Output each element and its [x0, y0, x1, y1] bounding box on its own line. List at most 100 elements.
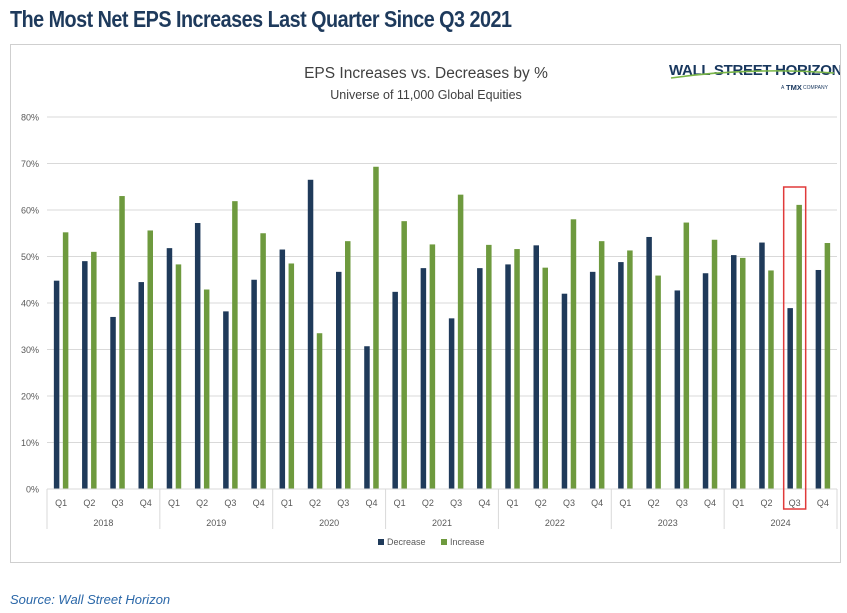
year-label: 2020	[319, 518, 339, 528]
source-note: Source: Wall Street Horizon	[10, 592, 171, 607]
y-tick-label: 40%	[21, 299, 39, 309]
legend-label: Increase	[450, 537, 485, 547]
bar-decrease	[82, 261, 88, 489]
bar-increase	[373, 166, 379, 489]
bar-decrease	[251, 279, 257, 489]
x-tick-label: Q2	[309, 498, 321, 508]
x-tick-label: Q3	[337, 498, 349, 508]
legend: Decrease Increase	[378, 537, 485, 547]
bar-decrease	[731, 255, 737, 489]
y-tick-label: 70%	[21, 159, 39, 169]
x-axis: Q1 Q2 Q3 Q4 Q1 Q2 Q3 Q4 Q1 Q2 Q3 Q4 Q1 Q2 Q3 Q4 Q1 Q2 Q3 Q4…	[46, 488, 838, 529]
y-tick-label: 20%	[21, 392, 39, 402]
x-tick-label: Q1	[507, 498, 519, 508]
y-tick-labels: 0% 10% 20% 30% 40% 50% 60% 70% 80%	[21, 113, 39, 495]
legend-label: Decrease	[387, 537, 426, 547]
chart-frame: EPS Increases vs. Decreases by % Univers…	[10, 44, 843, 563]
x-tick-label: Q2	[648, 498, 660, 508]
bar-decrease	[138, 282, 144, 489]
bar-decrease	[279, 249, 286, 489]
x-tick-label: Q1	[168, 498, 180, 508]
bar-increase	[345, 241, 351, 489]
brand-sub-suffix: COMPANY	[803, 85, 829, 91]
bar-decrease	[477, 268, 483, 489]
x-tick-label: Q4	[253, 498, 265, 508]
x-tick-label: Q2	[535, 498, 547, 508]
bar-decrease	[589, 271, 596, 489]
brand-sub-mark: TMX	[786, 83, 802, 92]
bar-increase	[316, 333, 323, 489]
bar-decrease	[674, 290, 681, 489]
x-tick-label: Q1	[281, 498, 293, 508]
x-tick-label: Q2	[760, 498, 772, 508]
bar-decrease	[392, 291, 398, 489]
bar-increase	[260, 233, 266, 489]
x-tick-label: Q3	[112, 498, 124, 508]
chart-svg: EPS Increases vs. Decreases by % Univers…	[21, 62, 843, 547]
bar-decrease	[533, 245, 539, 489]
bar-increase	[401, 221, 407, 489]
x-tick-label: Q3	[676, 498, 688, 508]
bar-decrease	[702, 273, 709, 489]
bar-increase	[91, 251, 97, 489]
x-tick-label: Q4	[704, 498, 716, 508]
year-label: 2019	[206, 518, 226, 528]
bar-increase	[740, 257, 746, 489]
bar-increase	[486, 244, 492, 489]
x-tick-label: Q4	[817, 498, 829, 508]
year-label: 2024	[771, 518, 791, 528]
bar-decrease	[759, 242, 765, 489]
x-tick-label: Q1	[394, 498, 406, 508]
x-tick-label: Q1	[55, 498, 67, 508]
y-tick-label: 80%	[21, 113, 39, 123]
year-label: 2022	[545, 518, 565, 528]
bar-decrease	[646, 236, 652, 489]
bar-decrease	[336, 271, 342, 489]
bar-increase	[62, 232, 69, 489]
year-label: 2023	[658, 518, 678, 528]
x-tick-label: Q4	[478, 498, 490, 508]
bar-increase	[203, 289, 210, 489]
legend-swatch	[441, 539, 447, 545]
bar-increase	[457, 194, 464, 489]
y-tick-label: 60%	[21, 206, 39, 216]
x-tick-label: Q4	[591, 498, 603, 508]
bar-decrease	[618, 262, 624, 489]
bar-decrease	[307, 179, 314, 489]
x-tick-label: Q3	[789, 498, 801, 508]
bar-increase	[768, 270, 774, 489]
y-gridlines	[47, 116, 837, 490]
y-tick-label: 0%	[26, 485, 39, 495]
bar-decrease	[110, 316, 116, 489]
bar-decrease	[787, 308, 793, 489]
y-tick-label: 10%	[21, 438, 39, 448]
highlight-box	[782, 186, 807, 510]
x-tick-label: Q4	[365, 498, 377, 508]
year-label: 2018	[93, 518, 113, 528]
highlight-rect	[782, 186, 807, 510]
bar-decrease	[194, 223, 201, 489]
x-tick-label: Q1	[619, 498, 631, 508]
bar-increase	[429, 244, 436, 489]
bar-decrease	[53, 280, 60, 489]
y-tick-label: 30%	[21, 345, 39, 355]
bar-decrease	[815, 269, 822, 489]
bar-increase	[232, 201, 238, 490]
bar-decrease	[561, 293, 568, 489]
bar-increase	[175, 264, 182, 489]
x-tick-label: Q4	[140, 498, 152, 508]
legend-swatch	[378, 539, 384, 545]
bar-increase	[542, 267, 548, 489]
brand-swoosh	[670, 70, 835, 79]
x-tick-label: Q2	[196, 498, 208, 508]
brand-logo: WALL STREET HORIZON A TMX COMPANY	[669, 62, 842, 92]
bar-increase	[598, 241, 605, 489]
bar-decrease	[364, 346, 370, 489]
x-tick-label: Q2	[83, 498, 95, 508]
bar-increase	[514, 249, 520, 489]
x-tick-label: Q2	[422, 498, 434, 508]
bar-increase	[683, 222, 690, 489]
bar-decrease	[420, 268, 427, 489]
year-label: 2021	[432, 518, 452, 528]
bar-increase	[570, 219, 577, 490]
